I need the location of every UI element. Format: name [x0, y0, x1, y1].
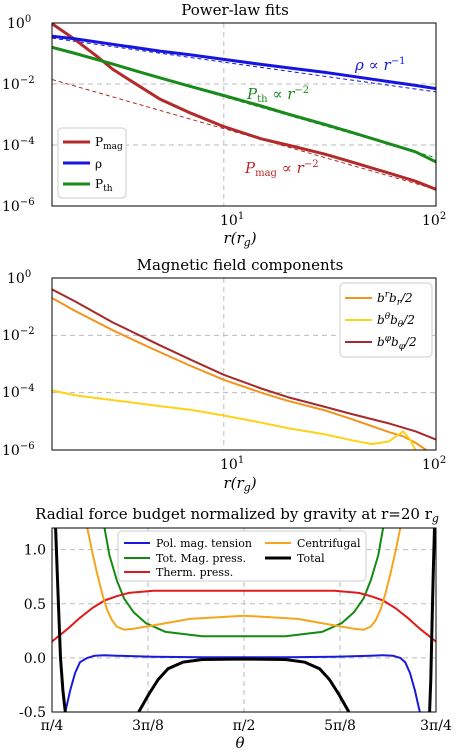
- panel3-title: Radial force budget normalized by gravit…: [35, 505, 439, 525]
- p3-xtick-1: 3π/8: [132, 718, 164, 734]
- rho-fit-annotation: ρ ∝ r−1: [354, 56, 405, 74]
- p1-ytick-1: 10−2: [2, 75, 35, 93]
- p2-ytick-0: 100: [7, 269, 31, 287]
- legend-magpress-label: Tot. Mag. press.: [156, 552, 246, 565]
- series-line-total: [137, 657, 351, 712]
- p3-xtick-4: 3π/4: [420, 718, 452, 734]
- panel3-xlabel: θ: [235, 734, 244, 752]
- panel-radial-force-budget: Radial force budget normalized by gravit…: [19, 505, 452, 752]
- p2-ytick-1: 10−2: [2, 326, 35, 344]
- panel1-legend: Pmag ρ Pth: [57, 127, 127, 199]
- panel3-legend-box: [117, 530, 367, 582]
- p1-ytick-3: 10−6: [2, 197, 35, 215]
- series-line-total: [428, 528, 436, 712]
- panel2-series: [52, 288, 436, 450]
- series-line-centrifugal: [86, 528, 402, 631]
- fit-line-r-1: [52, 37, 436, 93]
- panel2-frame: [51, 277, 437, 451]
- panel1-series: [52, 23, 436, 191]
- p2-ytick-2: 10−4: [2, 383, 35, 401]
- legend-centrifugal-label: Centrifugal: [297, 537, 361, 550]
- legend-rho-label: ρ: [95, 157, 102, 171]
- series-line-series: [52, 34, 436, 91]
- legend-total-label: Total: [297, 552, 325, 565]
- series-line-b-b-2: [52, 389, 417, 450]
- p3-xtick-3: 5π/8: [324, 718, 356, 734]
- series-line-therm-press: [52, 589, 436, 643]
- panel2-legend-box: [339, 282, 433, 358]
- panel2-xlabel: r(rg): [223, 474, 256, 494]
- panel1-legend-box: [57, 127, 127, 199]
- panel1-title: Power-law fits: [181, 1, 289, 19]
- p2-xtick-0: 101: [220, 455, 244, 473]
- p3-ytick-0: 1.0: [24, 543, 46, 559]
- p3-ytick-3: -0.5: [19, 705, 46, 721]
- panel-power-law-fits: Power-law fits 100 10−2 10−4 10−6 101 10…: [2, 1, 446, 249]
- series-line-b-b-2: [52, 288, 436, 441]
- panel2-legend: brbr/2 bθbθ/2 bφbφ/2: [339, 282, 433, 358]
- p3-xtick-0: π/4: [41, 718, 64, 734]
- series-line-tot-mag-press: [103, 528, 385, 638]
- series-line-total: [54, 528, 67, 712]
- panel2-title: Magnetic field components: [137, 256, 344, 274]
- p1-ytick-2: 10−4: [2, 136, 35, 154]
- p1-xtick-1: 102: [422, 211, 446, 229]
- p2-xtick-1: 102: [422, 455, 446, 473]
- p1-ytick-0: 100: [7, 14, 31, 32]
- legend-thermpress-label: Therm. press.: [156, 566, 233, 579]
- panel3-ticks: 1.0 0.5 0.0 -0.5π/4 3π/8 π/2 5π/8 3π/4: [19, 543, 452, 734]
- panel3-frame: [51, 527, 437, 713]
- panel-magnetic-field-components: Magnetic field components 100 10−2 10−4 …: [2, 256, 446, 494]
- panel3-series: [52, 528, 436, 712]
- p2-ytick-3: 10−6: [2, 441, 35, 459]
- pth-fit-annotation: Pth ∝ r−2: [246, 85, 309, 105]
- p1-xtick-0: 101: [220, 211, 244, 229]
- legend-tension-label: Pol. mag. tension: [156, 537, 252, 550]
- panel1-xlabel: r(rg): [223, 229, 256, 249]
- series-line-pol-mag-tension: [64, 654, 421, 712]
- p3-ytick-1: 0.5: [24, 597, 46, 613]
- p3-ytick-2: 0.0: [24, 651, 46, 667]
- p3-xtick-2: π/2: [233, 718, 256, 734]
- pmag-fit-annotation: Pmag ∝ r−2: [244, 159, 319, 179]
- panel3-legend: Pol. mag. tension Tot. Mag. press. Therm…: [117, 530, 367, 582]
- panel1-frame: [51, 22, 437, 207]
- series-line-p-th: [52, 45, 436, 164]
